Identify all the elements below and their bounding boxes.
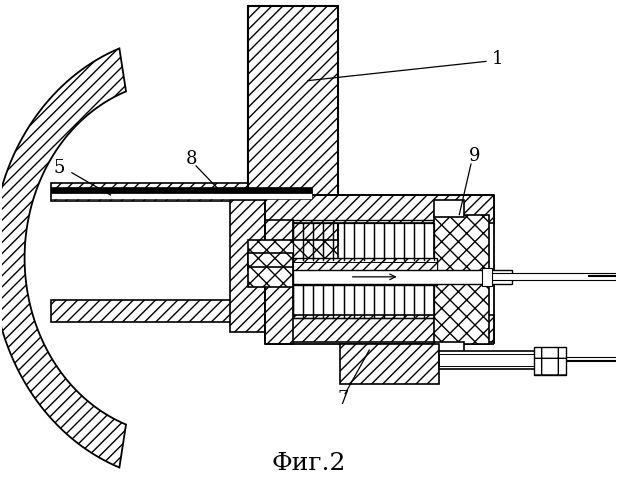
Polygon shape (434, 342, 464, 359)
Polygon shape (51, 194, 312, 200)
Polygon shape (265, 220, 293, 344)
Polygon shape (51, 300, 260, 322)
Polygon shape (265, 196, 494, 223)
Polygon shape (0, 48, 126, 468)
Polygon shape (51, 188, 312, 196)
Text: Фиг.2: Фиг.2 (272, 452, 346, 475)
Polygon shape (248, 240, 338, 270)
Polygon shape (439, 354, 539, 366)
Polygon shape (293, 258, 438, 285)
Polygon shape (439, 352, 539, 370)
Polygon shape (434, 215, 489, 344)
Text: 8: 8 (185, 150, 197, 168)
Polygon shape (248, 6, 338, 245)
Text: 7: 7 (338, 390, 349, 408)
Text: 1: 1 (492, 50, 504, 68)
Polygon shape (293, 270, 512, 284)
Polygon shape (340, 344, 439, 384)
Polygon shape (534, 348, 565, 376)
Text: 5: 5 (53, 160, 65, 178)
Polygon shape (51, 184, 260, 202)
Polygon shape (248, 265, 293, 287)
Polygon shape (248, 253, 293, 267)
Polygon shape (231, 200, 265, 332)
Polygon shape (489, 273, 616, 280)
Polygon shape (293, 262, 438, 281)
Polygon shape (434, 200, 464, 217)
Polygon shape (482, 268, 492, 286)
Polygon shape (265, 314, 494, 342)
Text: 9: 9 (469, 146, 481, 164)
